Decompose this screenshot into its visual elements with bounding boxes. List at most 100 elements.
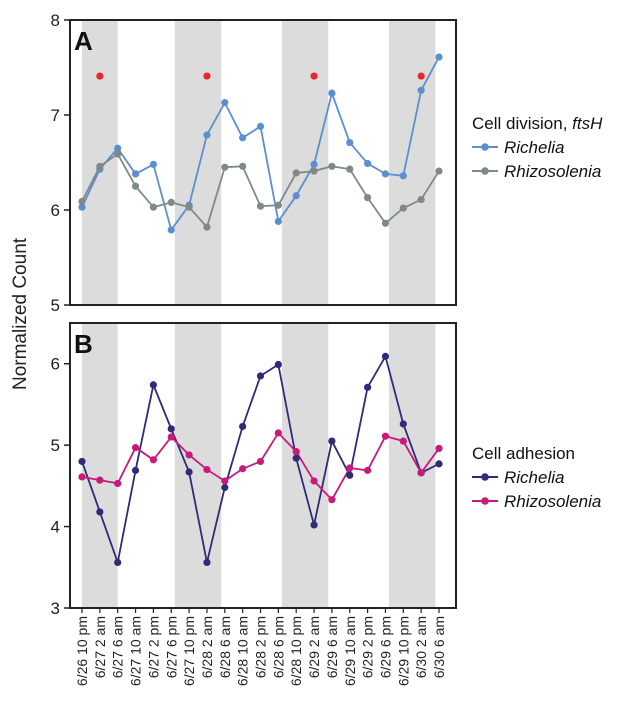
data-point [239, 162, 247, 170]
data-point [292, 169, 300, 177]
y-tick-label: 5 [51, 296, 60, 315]
x-tick-label: 6/29 6 am [324, 616, 340, 678]
data-point [292, 192, 300, 200]
x-tick-label: 6/27 2 am [92, 616, 108, 678]
data-point [96, 476, 104, 484]
data-point [167, 433, 175, 441]
data-point [364, 383, 372, 391]
data-point [78, 197, 86, 206]
data-point [256, 122, 265, 130]
data-point [310, 477, 318, 485]
data-point [78, 457, 86, 466]
red-marker [203, 72, 211, 80]
x-tick-label: 6/29 2 am [306, 616, 322, 678]
data-point [185, 468, 193, 476]
legend-a-title-prefix: Cell division, [472, 114, 572, 133]
plot-frame-b [69, 322, 457, 609]
x-tick-label: 6/29 2 pm [360, 616, 376, 678]
data-point [417, 195, 425, 204]
data-point [346, 464, 354, 472]
series-line [81, 152, 440, 229]
y-tick-label: 5 [51, 436, 60, 455]
data-point [256, 457, 265, 466]
legend-b-items: Richelia Rhizosolenia [472, 468, 601, 511]
legend-swatch-dot [481, 473, 489, 481]
data-point [221, 477, 229, 485]
data-point [435, 460, 443, 468]
data-point [274, 201, 282, 209]
shaded-band [174, 20, 222, 305]
data-point [435, 167, 443, 175]
data-point [381, 432, 390, 440]
y-tick-label: 6 [51, 201, 60, 220]
shaded-band [82, 20, 118, 305]
points-a [78, 53, 443, 234]
legend-a-items: Richelia Rhizosolenia [472, 138, 601, 181]
data-point [256, 202, 265, 210]
data-point [203, 558, 211, 567]
data-point [239, 465, 247, 473]
x-tick-label: 6/27 10 pm [181, 616, 197, 686]
data-point [328, 437, 336, 445]
data-point [346, 165, 354, 173]
data-point [203, 465, 211, 474]
data-point [131, 170, 140, 178]
x-tick-label: 6/28 10 am [235, 616, 251, 686]
y-axis-label: Normalized Count [10, 237, 31, 390]
legend-a-title-gene: ftsH [572, 114, 603, 133]
data-point [221, 483, 229, 492]
data-point [364, 466, 372, 474]
shaded-band [389, 20, 436, 305]
x-tick-label: 6/28 2 pm [253, 616, 269, 678]
data-point [292, 448, 300, 456]
x-tick-label: 6/28 2 am [199, 616, 215, 678]
y-ticks-b: 3 4 5 6 [51, 355, 70, 618]
red-marker [96, 72, 104, 80]
x-tick-label: 6/28 6 am [217, 616, 233, 678]
data-point [131, 182, 140, 190]
panel-a: 5 6 7 8 A [51, 11, 457, 315]
x-tick-label: 6/28 10 pm [288, 616, 304, 686]
red-marker [310, 72, 318, 80]
legend-entry-label: Richelia [504, 138, 564, 157]
data-point [274, 429, 282, 437]
data-point [399, 204, 407, 212]
data-point [221, 99, 229, 107]
data-point [381, 219, 390, 227]
shaded-band [389, 323, 436, 608]
data-point [310, 167, 318, 175]
shaded-band [281, 20, 329, 305]
x-tick-label: 6/29 10 pm [395, 616, 411, 686]
data-point [274, 217, 282, 225]
panel-letter-b: B [74, 329, 93, 359]
x-tick-label: 6/28 6 pm [270, 616, 286, 678]
data-point [399, 420, 407, 428]
data-point [239, 134, 247, 142]
y-ticks-a: 5 6 7 8 [51, 11, 70, 315]
data-point [417, 469, 425, 477]
data-point [185, 451, 193, 459]
x-tick-label: 6/29 6 pm [377, 616, 393, 678]
panel-letter-a: A [74, 26, 93, 56]
x-tick-label: 6/27 2 pm [145, 616, 161, 678]
data-point [114, 479, 122, 488]
data-point [114, 144, 122, 152]
data-point [203, 131, 211, 139]
data-point [381, 352, 390, 360]
legend-entry-label: Rhizosolenia [504, 162, 601, 181]
legend-entry-label: Richelia [504, 468, 564, 487]
data-point [435, 444, 443, 452]
plot-frame-a [69, 19, 457, 306]
y-tick-label: 8 [51, 11, 60, 30]
legend-a-title: Cell division, ftsH [472, 114, 603, 133]
data-point [256, 372, 265, 380]
data-point [149, 381, 157, 389]
data-point [346, 138, 354, 147]
data-point [131, 466, 140, 474]
data-point [167, 226, 175, 234]
data-point [203, 223, 211, 231]
legend-a: Cell division, ftsH Richelia Rhizosolenia [472, 114, 603, 181]
x-tick-label: 6/27 6 pm [163, 616, 179, 678]
y-tick-label: 7 [51, 106, 60, 125]
